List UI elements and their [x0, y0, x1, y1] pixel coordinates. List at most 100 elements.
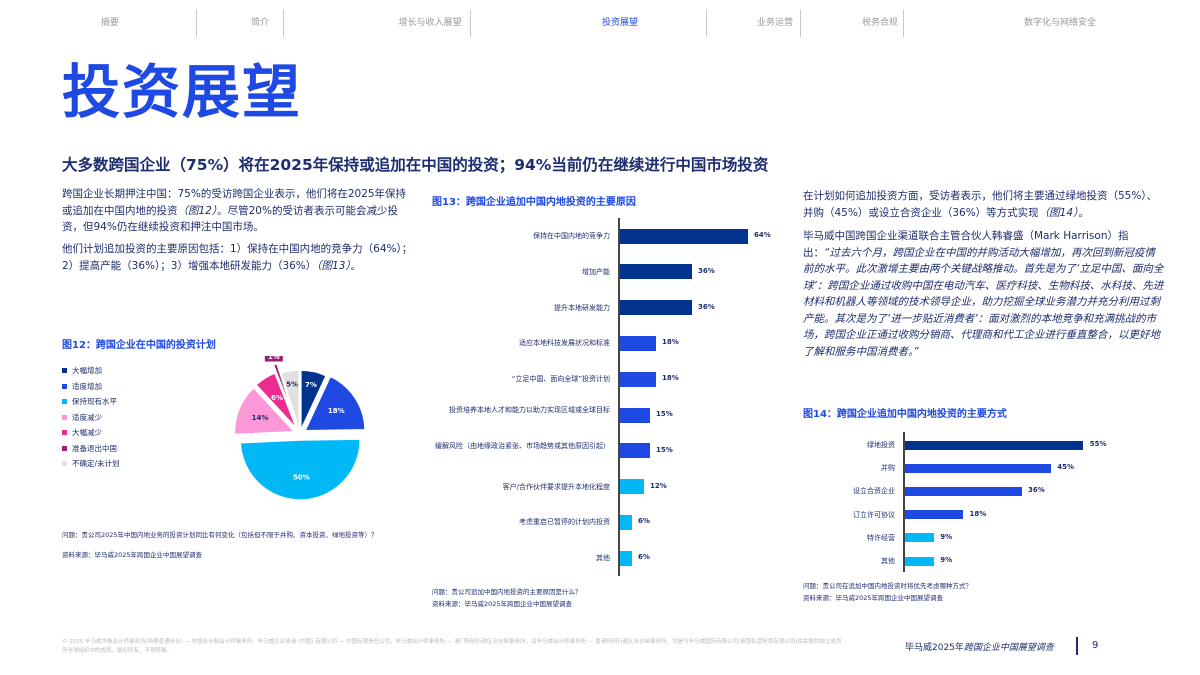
pie-label: 18% — [328, 407, 345, 415]
legend-swatch — [62, 399, 67, 405]
nav-item-operations[interactable]: 业务运营 — [756, 18, 793, 28]
bar — [619, 479, 644, 495]
fig12-legend: 大幅增加 适度增加 保持现有水平 适度减少 大幅减少 准备退出中国 不确定/未计… — [62, 363, 120, 472]
reasons-paragraph: 他们计划追加投资的主要原因包括：1）保持在中国内地的竞争力（64%）；2）提高产… — [62, 241, 414, 274]
pie-svg: 7% 18% 50% 14% 6% 1% 5% — [233, 349, 366, 501]
legend-item: 保持现有水平 — [62, 394, 120, 410]
fig14-bar-chart: 绿地投资 55% 并购 45% 设立合资企业 36% 订立许可协议 18% 特许经营 9% 其他 9% — [803, 432, 1163, 572]
bar — [904, 440, 1084, 450]
legend-item: 大幅增加 — [62, 363, 120, 379]
footer-legal: © 2025 毕马威华振会计师事务所(特殊普通合伙) — 中国合伙制会计师事务所… — [62, 639, 842, 654]
fig12-pie-chart: 7% 18% 50% 14% 6% 1% 5% — [230, 349, 370, 501]
bar-label: 并购 — [881, 464, 895, 473]
pie-label: 50% — [293, 474, 310, 482]
bar-label: 增加产能 — [582, 267, 610, 276]
fig12-title: 图12：跨国企业在中国的投资计划 — [62, 340, 216, 351]
bar-value: 64% — [754, 231, 771, 239]
footer-report-year: 毕马威2025年 — [905, 643, 964, 653]
legend-swatch — [62, 430, 67, 436]
bar-value: 36% — [698, 266, 715, 275]
chart-axis — [618, 218, 620, 576]
fig14-question: 问题：贵公司在追加中国内地投资时将优先考虑哪种方式？ — [803, 582, 972, 590]
legend-swatch — [62, 383, 67, 389]
intro-text: 。尽管20%的受访者表示可能会减少投资，但94%仍在继续投资和押注中国市场。 — [62, 204, 398, 234]
bar-label: 设立合资企业 — [853, 487, 895, 496]
legend-swatch — [62, 414, 67, 420]
bar-value: 18% — [662, 374, 679, 383]
nav-divider — [196, 10, 197, 37]
pie-slice — [280, 369, 301, 431]
fig12-question: 问题：贵公司2025年中国内地业务的投资计划同比有何变化（包括但不限于并购、资本… — [62, 531, 378, 539]
headline: 大多数跨国企业（75%）将在2025年保持或追加在中国的投资；94%当前仍在继续… — [62, 156, 769, 174]
chart-axis — [903, 432, 905, 572]
bar-value: 6% — [638, 553, 650, 562]
nav-divider — [470, 10, 471, 37]
pie-slice — [255, 372, 298, 430]
footer-report-title: 跨国企业中国展望调查 — [963, 643, 1054, 653]
intro-paragraph: 跨国企业长期押注中国：75%的受访跨国企业表示，他们将在2025年保持或追加在中… — [62, 186, 414, 236]
pie-slice — [272, 362, 297, 422]
pie-label: 1% — [268, 356, 280, 361]
legend-swatch — [62, 445, 67, 451]
bar — [904, 510, 963, 520]
quote-text: “过去六个月，跨国企业在中国的并购活动大幅增加，再次回到新冠疫情前的水平。此次激… — [803, 246, 1164, 358]
bar-label: 提升本地研发能力 — [554, 303, 610, 312]
pie-label: 7% — [305, 381, 317, 389]
bar-label: 特许经营 — [867, 533, 895, 542]
bar — [619, 264, 692, 280]
nav-item-digital[interactable]: 数字化与网络安全 — [1023, 18, 1096, 28]
nav-item-tax[interactable]: 税务合规 — [861, 18, 898, 28]
bar — [619, 300, 692, 316]
legend-item: 不确定/未计划 — [62, 456, 120, 472]
fig13-question: 问题：贵公司追加中国内地投资的主要原因是什么？ — [432, 588, 582, 596]
intro-text: 跨国企业长期押注中国：75%的受访跨国企业表示，他们将在2025年保持或追加在中… — [62, 188, 407, 217]
bar-value: 18% — [662, 338, 679, 347]
pie-label: 14% — [252, 414, 269, 422]
fig12-source: 资料来源：毕马威2025年跨国企业中国展望调查 — [62, 551, 203, 559]
bar — [619, 550, 632, 566]
pie-slice — [239, 438, 361, 501]
bar-label: 其他 — [881, 557, 895, 565]
legend-item: 适度减少 — [62, 410, 120, 426]
legend-label: 保持现有水平 — [72, 397, 117, 407]
fig14-source: 资料来源：毕马威2025年跨国企业中国展望调查 — [803, 594, 944, 602]
legend-label: 大幅减少 — [72, 428, 102, 438]
fig14-title: 图14：跨国企业追加中国内地投资的主要方式 — [803, 409, 1007, 420]
pie-label: 5% — [286, 380, 298, 388]
bar-label: 其他 — [596, 554, 610, 563]
nav-item-investment[interactable]: 投资展望 — [601, 18, 638, 28]
legend-label: 准备退出中国 — [72, 443, 117, 453]
bar — [904, 556, 934, 566]
fig13-title: 图13：跨国企业追加中国内地投资的主要原因 — [432, 197, 636, 208]
bar — [619, 407, 650, 423]
pie-slice — [303, 375, 366, 432]
bar — [619, 514, 632, 530]
reasons-text: 他们计划追加投资的主要原因包括：1）保持在中国内地的竞争力（64%）；2）提高产… — [62, 243, 413, 272]
nav-item-summary[interactable]: 摘要 — [100, 18, 119, 28]
nav-divider — [706, 10, 707, 37]
bar-label: “立足中国、面向全球”投资计划 — [511, 375, 610, 384]
bar-value: 12% — [650, 481, 667, 490]
bar-value: 9% — [940, 556, 953, 564]
legend-swatch — [62, 461, 67, 467]
nav-item-intro[interactable]: 简介 — [250, 18, 269, 28]
bar-value: 9% — [940, 532, 953, 541]
legend-label: 适度增加 — [72, 381, 102, 391]
nav-item-growth[interactable]: 增长与收入展望 — [398, 18, 462, 28]
bar-value: 45% — [1057, 463, 1075, 472]
fig13-bar-chart: 保持在中国内地的竞争力 64% 增加产能 36% 提升本地研发能力 36% 适应本地科技发展… — [432, 218, 782, 578]
fig13-source: 资料来源：毕马威2025年跨国企业中国展望调查 — [432, 600, 573, 608]
methods-paragraph: 在计划如何追加投资方面，受访者表示，他们将主要通过绿地投资（55%）、并购（45… — [803, 188, 1165, 221]
pie-slice — [300, 369, 328, 431]
pie-slice — [233, 386, 297, 436]
quote-paragraph: 毕马威中国跨国企业渠道联合主管合伙人韩睿盛（Mark Harrison）指出：“… — [803, 228, 1165, 360]
bar — [904, 463, 1051, 473]
bar — [904, 486, 1022, 496]
pie-label: 6% — [271, 394, 283, 402]
legend-swatch — [62, 368, 67, 374]
nav-divider — [283, 10, 284, 37]
bar-label: 考虑重启已暂停的计划内投资 — [519, 518, 610, 527]
bar-value: 18% — [969, 509, 987, 518]
bar — [619, 228, 748, 244]
bar-label: 缓解风险（由地缘政治紧张、市场趋势或其他原因引起） — [435, 441, 610, 450]
